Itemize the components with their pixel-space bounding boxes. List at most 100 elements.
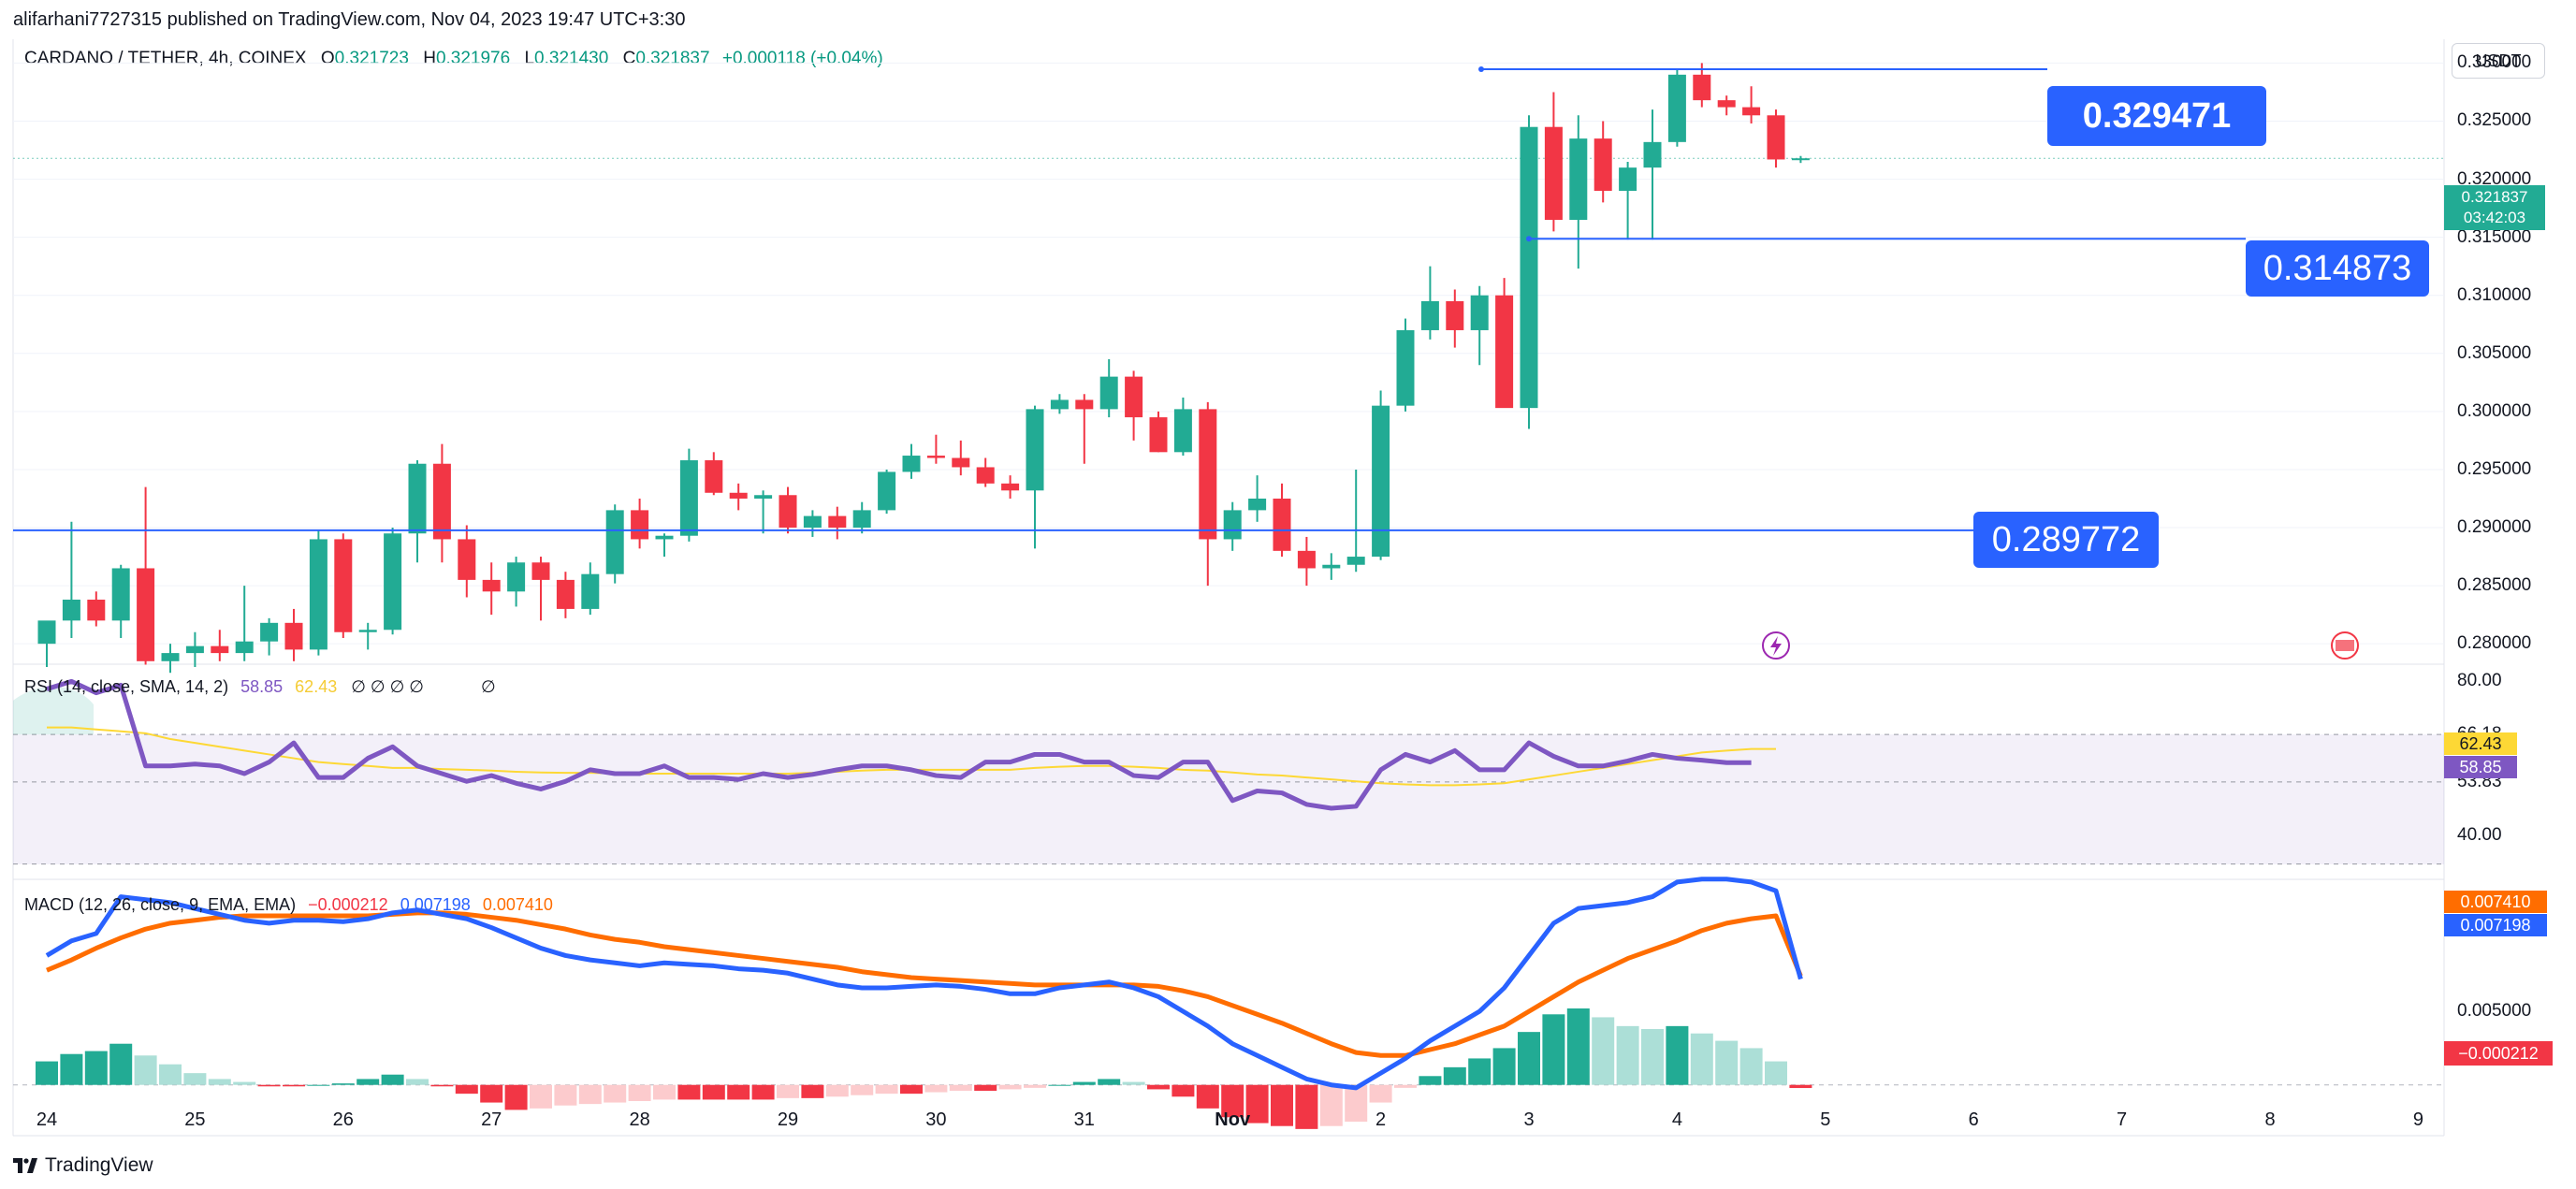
candle-body <box>1470 295 1489 330</box>
macd-histogram-bar <box>1492 1048 1516 1085</box>
macd-histogram-bar <box>307 1084 330 1086</box>
macd-histogram-bar <box>480 1084 503 1103</box>
candle-up <box>309 529 327 656</box>
candle-down <box>1767 109 1785 168</box>
candle-body <box>1420 300 1439 330</box>
published-info: alifarhani7727315 published on TradingVi… <box>13 9 686 30</box>
candle-body <box>1742 107 1761 116</box>
candle-up <box>384 528 402 635</box>
mid-level-anchor <box>1526 236 1532 242</box>
candle-up <box>507 557 526 607</box>
macd-histogram-bar <box>875 1084 898 1095</box>
rsi-value-badge: 58.85 <box>2444 756 2517 778</box>
candle-down <box>976 457 995 487</box>
candle-down <box>482 562 501 616</box>
macd-histogram-bar <box>504 1084 528 1110</box>
price-tick-label: 0.285000 <box>2457 575 2532 596</box>
macd-line-value: 0.007198 <box>400 895 471 914</box>
candle-body <box>1643 141 1662 168</box>
candle-body <box>655 535 674 540</box>
candle-body <box>87 599 106 621</box>
rsi-band <box>13 734 2444 864</box>
candle-up <box>1420 266 1439 340</box>
candle-body <box>1594 138 1612 191</box>
candle-up <box>1396 318 1415 412</box>
candle-up <box>1791 155 1810 164</box>
macd-signal-line <box>46 910 1803 1058</box>
candle-up <box>1050 394 1069 414</box>
macd-histogram-bar <box>998 1084 1022 1090</box>
macd-histogram-bar <box>1518 1032 1540 1085</box>
macd-title: MACD (12, 26, close, 9, EMA, EMA) <box>24 895 297 914</box>
candle-up <box>852 501 871 534</box>
candle-body <box>1075 399 1094 410</box>
macd-histogram-bar <box>1394 1084 1417 1088</box>
macd-histogram-bar <box>430 1084 454 1087</box>
macd-histogram-bar <box>825 1084 849 1097</box>
candle-up <box>1667 68 1686 147</box>
macd-histogram-bar <box>1024 1084 1046 1088</box>
candle-body <box>1050 399 1069 410</box>
price-tag-high[interactable]: 0.329471 <box>2047 86 2266 146</box>
candle-up <box>37 620 56 667</box>
macd-histogram-bar <box>1765 1061 1787 1085</box>
candle-up <box>111 564 130 638</box>
rsi-title: RSI (14, close, SMA, 14, 2) <box>24 677 229 696</box>
candle-body <box>1667 74 1686 142</box>
candle-down <box>556 572 575 618</box>
price-tick-label: 0.325000 <box>2457 110 2532 131</box>
macd-line <box>45 877 1803 1091</box>
candle-down <box>1075 394 1094 464</box>
low-key: L <box>524 49 535 68</box>
candle-body <box>531 562 550 580</box>
candle-body <box>828 515 847 529</box>
candle-down <box>828 506 847 540</box>
candle-up <box>358 622 377 650</box>
candle-up <box>1520 115 1538 429</box>
candle-down <box>1742 86 1761 123</box>
macd-histogram-bar <box>257 1084 281 1087</box>
us-flag-stripes-icon <box>2336 640 2354 651</box>
macd-histogram-bar <box>677 1084 701 1100</box>
macd-histogram-bar <box>900 1084 923 1095</box>
macd-histogram-bar <box>974 1084 997 1091</box>
candle-body <box>1001 483 1020 491</box>
candle-down <box>779 486 797 534</box>
candle-body <box>482 579 501 592</box>
resistance-anchor <box>1478 65 1484 72</box>
candle-body <box>556 579 575 609</box>
macd-histogram-bar <box>604 1084 627 1103</box>
macd-histogram-bar <box>1271 1084 1293 1126</box>
candle-body <box>185 645 204 654</box>
lightning-glyph-icon <box>1770 636 1782 656</box>
candle-up <box>1248 475 1267 522</box>
candle-body <box>852 510 871 529</box>
macd-histogram-bar <box>1592 1017 1615 1085</box>
price-tag-mid[interactable]: 0.314873 <box>2246 240 2429 297</box>
countdown: 03:42:03 <box>2463 209 2526 226</box>
last-price-badge: 0.321837 03:42:03 <box>2444 185 2545 230</box>
candle-body <box>803 515 822 529</box>
candle-body <box>952 457 970 468</box>
price-tick-label: 0.280000 <box>2457 633 2532 654</box>
macd-histogram-bar <box>751 1084 775 1100</box>
price-tick-label: 0.315000 <box>2457 226 2532 247</box>
candle-body <box>458 539 476 580</box>
candle-body <box>878 471 896 511</box>
currency-button[interactable]: USDT <box>2452 43 2545 79</box>
price-tag-low[interactable]: 0.289772 <box>1973 512 2159 568</box>
macd-histogram-bar <box>134 1055 157 1085</box>
macd-histogram-bar <box>208 1079 231 1085</box>
macd-histogram-bar <box>1098 1079 1121 1085</box>
price-tick-label: 0.320000 <box>2457 168 2532 189</box>
candle-body <box>1767 115 1785 160</box>
candle-body <box>309 539 327 650</box>
brand-name: TradingView <box>45 1154 153 1176</box>
rsi-legend: RSI (14, close, SMA, 14, 2) 58.85 62.43 … <box>24 677 496 697</box>
candle-body <box>1223 510 1242 540</box>
macd-histogram-bar <box>60 1053 83 1085</box>
rsi-overbought-fill <box>13 686 94 735</box>
candle-body <box>1346 557 1365 565</box>
candle-body <box>679 460 698 536</box>
